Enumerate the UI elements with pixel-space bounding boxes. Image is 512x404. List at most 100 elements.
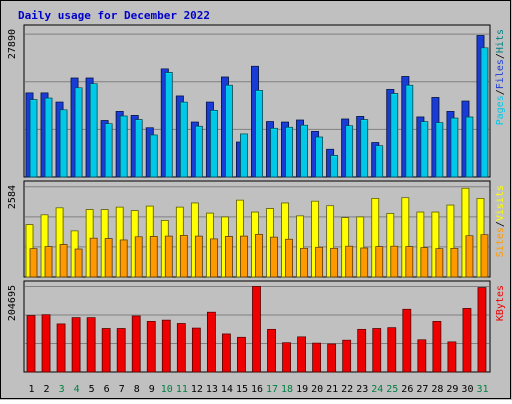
bar-kbytes-19 (297, 336, 306, 373)
bar-sites-30 (465, 235, 474, 278)
x-tick-label-19: 19 (296, 384, 308, 395)
bar-kbytes-16 (252, 286, 261, 373)
bar-visits-27 (416, 211, 425, 278)
x-tick-label-6: 6 (104, 384, 110, 395)
bar-kbytes-2 (41, 314, 51, 373)
x-tick-label-20: 20 (311, 384, 323, 395)
bar-pages-4 (74, 87, 83, 178)
bar-kbytes-5 (86, 317, 96, 373)
bar-sites-14 (225, 236, 233, 278)
bar-pages-30 (465, 116, 474, 178)
x-tick-label-9: 9 (149, 384, 155, 395)
bar-pages-16 (255, 90, 263, 178)
bar-kbytes-6 (101, 328, 111, 373)
bar-pages-25 (390, 93, 399, 178)
bar-sites-3 (59, 244, 68, 278)
axis-max-label: 2584 (7, 185, 18, 209)
side-label-part: Files (495, 59, 506, 89)
bar-sites-10 (164, 235, 173, 278)
bar-kbytes-30 (462, 308, 472, 373)
bar-sites-18 (285, 238, 293, 278)
bar-sites-29 (450, 247, 459, 278)
bar-sites-27 (420, 247, 429, 278)
x-tick-label-8: 8 (134, 384, 140, 395)
bar-pages-5 (89, 83, 98, 178)
x-tick-label-11: 11 (176, 384, 188, 395)
x-tick-label-2: 2 (44, 384, 50, 395)
bar-pages-23 (360, 119, 369, 178)
bar-sites-12 (194, 235, 203, 278)
bar-kbytes-7 (116, 328, 126, 373)
bar-sites-9 (149, 236, 158, 278)
bar-sites-1 (29, 248, 38, 278)
bar-pages-13 (209, 110, 218, 178)
side-label-part: / (495, 221, 506, 227)
side-label-part: Visits (495, 185, 506, 221)
x-tick-label-14: 14 (221, 384, 233, 395)
bar-sites-23 (360, 247, 369, 278)
bar-sites-13 (209, 238, 218, 278)
bar-sites-15 (240, 235, 248, 278)
bar-kbytes-13 (206, 311, 216, 373)
bar-pages-2 (44, 97, 53, 178)
axis-max-label: 204695 (7, 285, 18, 321)
bar-sites-6 (104, 238, 113, 278)
bar-pages-12 (194, 125, 203, 178)
chart-title: Daily usage for December 2022 (18, 9, 210, 22)
bar-pages-11 (179, 101, 188, 178)
bar-pages-31 (480, 47, 489, 178)
bar-visits-23 (356, 216, 365, 278)
bar-visits-20 (311, 200, 320, 278)
x-tick-label-3: 3 (59, 384, 65, 395)
x-tick-label-31: 31 (476, 384, 488, 395)
bar-pages-14 (225, 84, 233, 178)
side-label-part: Pages (495, 95, 506, 125)
bar-kbytes-10 (161, 319, 171, 373)
x-tick-label-23: 23 (356, 384, 368, 395)
bar-kbytes-11 (176, 323, 186, 373)
bar-pages-22 (345, 125, 354, 178)
bar-sites-28 (435, 248, 444, 278)
bar-sites-5 (89, 237, 98, 278)
bar-pages-20 (315, 136, 324, 178)
bar-sites-4 (74, 248, 83, 278)
bar-sites-31 (480, 234, 489, 278)
x-tick-label-12: 12 (191, 384, 203, 395)
bar-sites-2 (44, 246, 53, 278)
bar-sites-17 (270, 236, 278, 278)
panel-kbytes: 204695 KBytes (7, 280, 506, 373)
bar-kbytes-27 (417, 339, 427, 373)
x-tick-label-25: 25 (386, 384, 398, 395)
bar-kbytes-3 (56, 323, 66, 373)
bar-sites-22 (345, 245, 354, 278)
bar-kbytes-1 (26, 315, 36, 373)
bar-kbytes-14 (222, 333, 231, 373)
x-tick-label-22: 22 (341, 384, 353, 395)
bar-visits-19 (296, 215, 304, 278)
bar-visits-3 (55, 207, 64, 278)
x-tick-label-7: 7 (119, 384, 125, 395)
bar-kbytes-18 (282, 342, 291, 373)
x-tick-label-28: 28 (431, 384, 443, 395)
bar-sites-25 (390, 245, 399, 278)
bar-visits-21 (326, 205, 335, 278)
bar-pages-26 (405, 84, 414, 178)
bar-pages-21 (330, 155, 339, 178)
bar-kbytes-22 (342, 339, 352, 373)
x-tick-label-15: 15 (236, 384, 248, 395)
x-tick-label-5: 5 (89, 384, 95, 395)
bar-kbytes-25 (387, 327, 397, 373)
x-tick-label-30: 30 (461, 384, 473, 395)
bar-pages-28 (435, 122, 444, 178)
side-label: Pages/Files/Hits (495, 29, 506, 125)
bar-kbytes-23 (357, 328, 367, 373)
bar-visits-29 (446, 204, 455, 278)
side-label-part: / (495, 89, 506, 95)
bar-kbytes-20 (312, 342, 322, 373)
x-tick-label-21: 21 (326, 384, 338, 395)
x-tick-label-27: 27 (416, 384, 428, 395)
bar-visits-30 (461, 187, 470, 278)
